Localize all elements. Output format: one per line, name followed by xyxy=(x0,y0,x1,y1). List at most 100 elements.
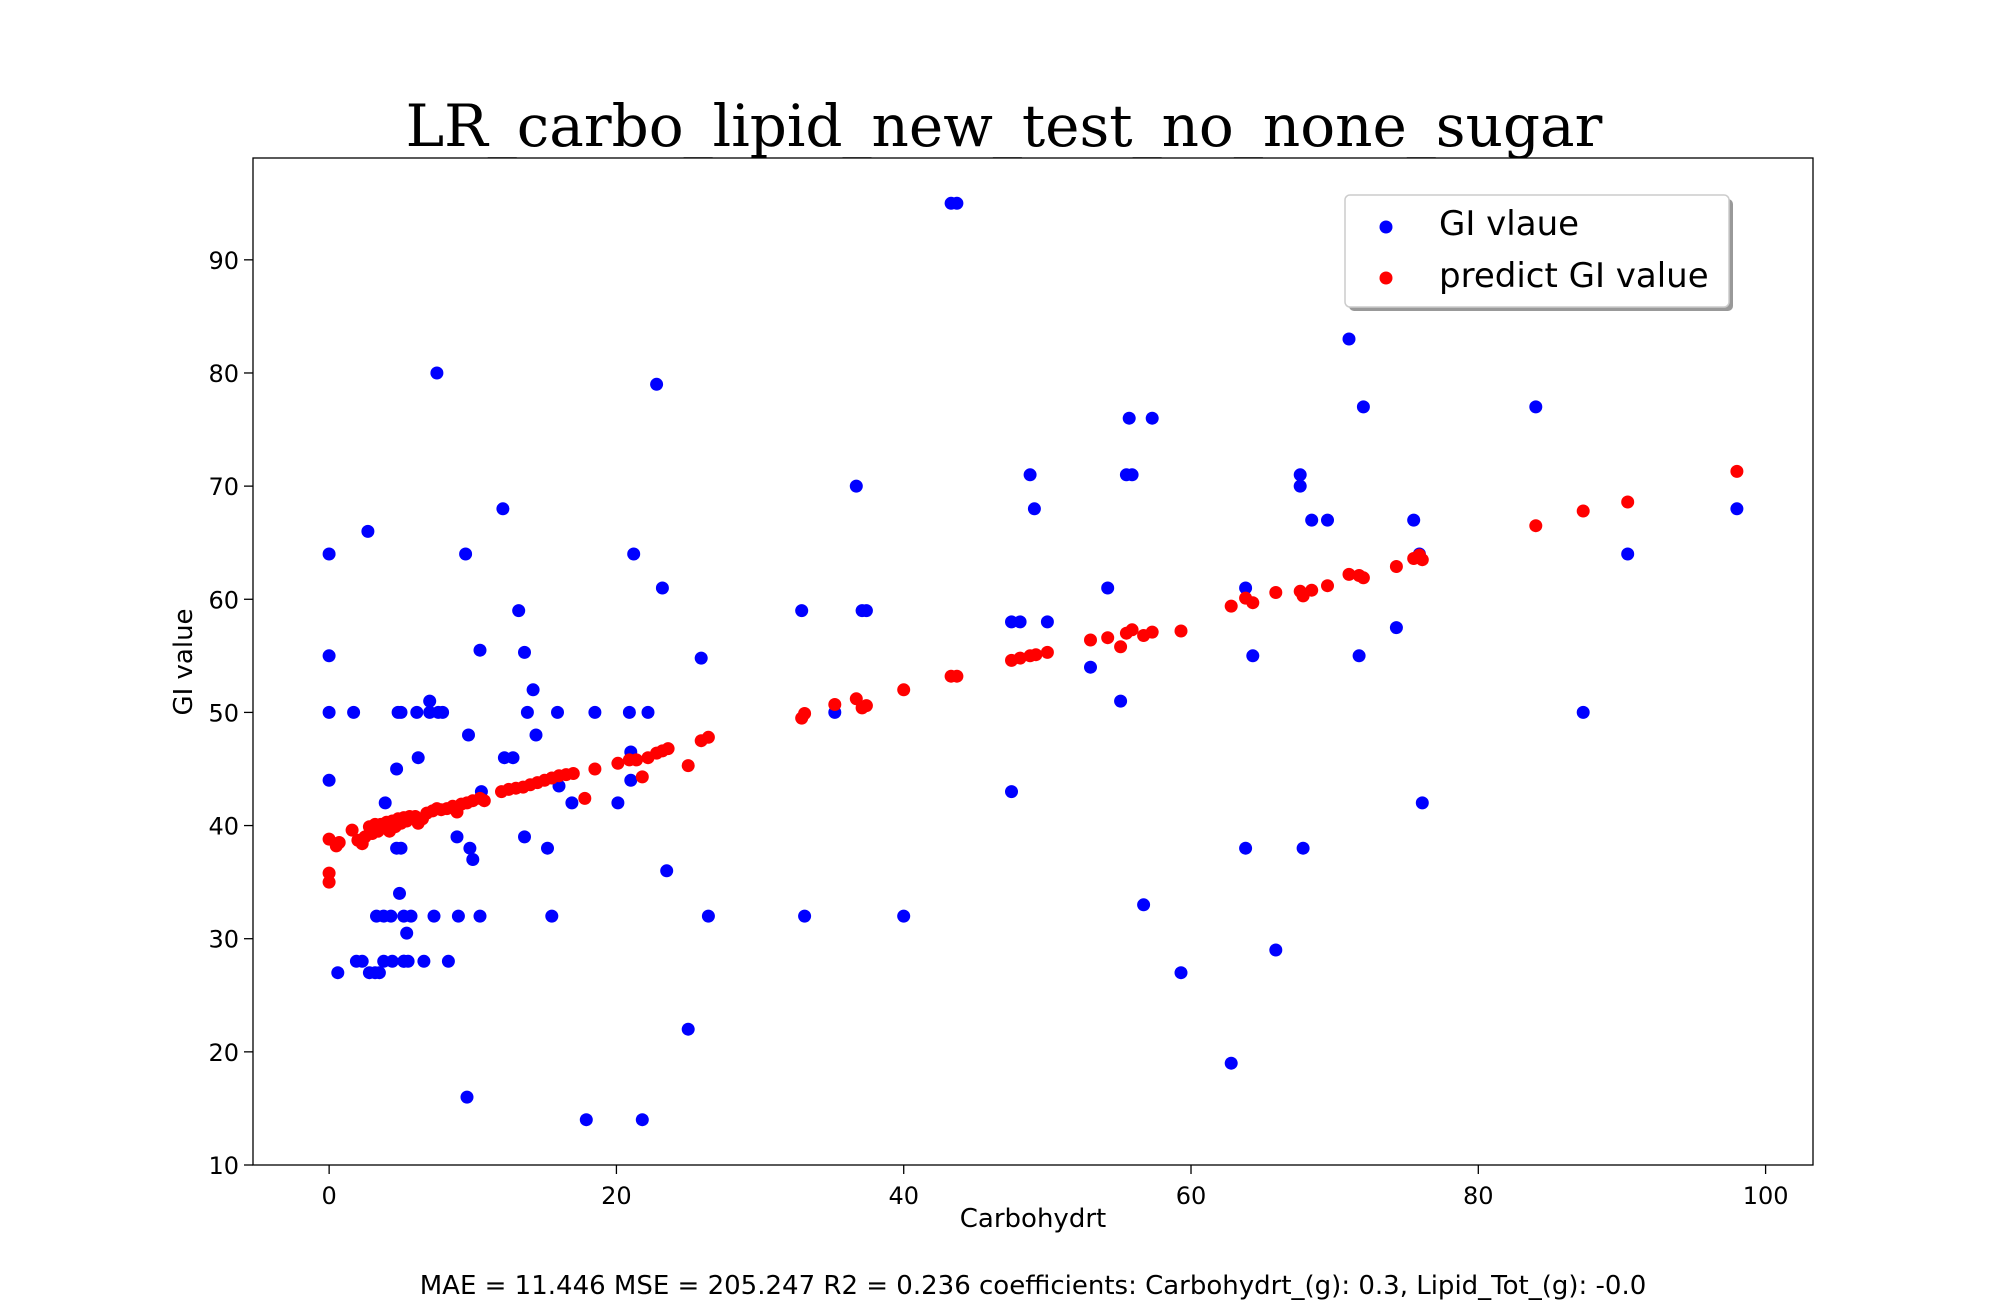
predict-gi-value-point xyxy=(1415,553,1429,567)
gi-value-point xyxy=(393,886,406,900)
predict-gi-value-point xyxy=(1040,645,1054,659)
predict-gi-value-point xyxy=(1576,504,1590,518)
predict-gi-value-point xyxy=(950,669,964,683)
gi-value-point xyxy=(466,853,480,866)
gi-value-point xyxy=(1084,660,1097,674)
gi-value-point xyxy=(1576,705,1590,719)
gi-value-point xyxy=(641,705,655,719)
predict-gi-value-point xyxy=(566,767,580,780)
gi-value-point xyxy=(1023,468,1037,482)
gi-value-point xyxy=(635,1113,649,1127)
gi-value-point xyxy=(1529,400,1543,414)
gi-value-point xyxy=(1027,502,1041,516)
gi-value-point xyxy=(545,909,559,923)
gi-value-point xyxy=(650,377,664,391)
y-tick-label: 90 xyxy=(208,247,239,275)
gi-value-point xyxy=(462,728,475,742)
gi-value-point xyxy=(322,705,336,719)
gi-value-point xyxy=(1137,898,1151,912)
chart-title: LR_carbo_lipid_new_test_no_none_sugar xyxy=(406,92,1603,160)
predict-gi-value-point xyxy=(1013,651,1027,665)
x-axis-label: Carbohydrt xyxy=(960,1204,1106,1234)
gi-value-point xyxy=(411,751,425,765)
legend: GI vlaue predict GI value xyxy=(1344,194,1733,311)
gi-value-point xyxy=(385,954,399,968)
y-tick-label: 30 xyxy=(208,926,239,954)
gi-value-point xyxy=(322,773,336,787)
gi-value-point xyxy=(1293,479,1307,493)
gi-value-point xyxy=(451,909,465,923)
gi-value-point xyxy=(1239,841,1253,855)
predict-gi-value-point xyxy=(1084,633,1097,647)
y-tick-label: 40 xyxy=(208,813,239,841)
predict-gi-value-point xyxy=(859,699,873,713)
gi-value-point xyxy=(473,643,487,657)
gi-value-point xyxy=(384,909,398,923)
gi-value-point xyxy=(1125,468,1139,482)
gi-value-point xyxy=(1005,785,1018,799)
predict-gi-value-point xyxy=(897,683,911,697)
gi-value-point xyxy=(322,547,336,561)
predict-gi-value-point xyxy=(611,756,625,770)
gi-value-point xyxy=(1114,694,1128,708)
gi-value-point xyxy=(1342,332,1356,346)
predict-gi-value-point xyxy=(828,698,842,711)
gi-value-point xyxy=(430,366,444,380)
gi-value-point xyxy=(372,966,386,980)
gi-value-point xyxy=(473,909,487,923)
gi-value-point xyxy=(1389,621,1403,635)
gi-value-point xyxy=(1101,581,1115,595)
gi-value-point xyxy=(681,1022,695,1036)
predict-gi-value-point xyxy=(1174,624,1188,638)
y-tick-label: 10 xyxy=(208,1152,239,1180)
gi-value-point xyxy=(1224,1056,1238,1070)
gi-value-point xyxy=(565,796,579,810)
gi-value-point xyxy=(529,728,543,742)
x-tick-label: 0 xyxy=(321,1182,336,1210)
predict-gi-value-point xyxy=(1246,596,1260,610)
gi-value-point xyxy=(355,954,369,968)
legend-marker-predict-gi-value xyxy=(1379,271,1393,285)
gi-value-point xyxy=(1269,943,1283,957)
gi-value-point xyxy=(459,547,473,561)
gi-value-point xyxy=(1621,547,1635,561)
gi-value-point xyxy=(655,581,669,595)
gi-value-point xyxy=(1174,966,1188,980)
gi-value-point xyxy=(394,841,408,855)
gi-value-point xyxy=(694,651,708,665)
predict-gi-value-point xyxy=(345,823,359,837)
gi-value-point xyxy=(1352,649,1366,663)
predict-gi-value-point xyxy=(1114,640,1128,654)
gi-value-point xyxy=(463,841,477,855)
predict-gi-value-point xyxy=(1621,495,1635,509)
predict-gi-value-point xyxy=(1321,579,1334,593)
gi-value-point xyxy=(1415,796,1429,810)
gi-value-point xyxy=(427,909,441,923)
predict-gi-value-point xyxy=(661,742,675,756)
predict-gi-value-point xyxy=(1342,567,1356,581)
gi-value-point xyxy=(950,196,964,210)
metrics-footnote: MAE = 11.446 MSE = 205.247 R2 = 0.236 co… xyxy=(420,1271,1647,1300)
gi-value-point xyxy=(512,604,526,618)
gi-value-point xyxy=(1239,581,1253,595)
gi-value-point xyxy=(322,649,336,663)
gi-value-point xyxy=(1040,615,1054,629)
gi-value-point xyxy=(361,524,375,538)
x-tick-label: 100 xyxy=(1743,1182,1789,1210)
gi-value-point xyxy=(627,547,641,561)
gi-value-point xyxy=(622,705,636,719)
gi-value-point xyxy=(460,1090,474,1104)
gi-value-point xyxy=(798,909,812,923)
x-axis: 0 20 40 60 80 100 xyxy=(321,1165,1789,1210)
legend-marker-gi-value xyxy=(1379,220,1393,234)
gi-value-point xyxy=(520,705,534,719)
predict-gi-value-point xyxy=(635,770,649,784)
gi-value-point xyxy=(397,954,411,968)
gi-value-point xyxy=(506,751,520,765)
y-axis-label: GI value xyxy=(169,608,199,715)
gi-value-point xyxy=(394,705,408,719)
predict-gi-value-point xyxy=(1730,464,1744,478)
gi-value-point xyxy=(518,645,531,659)
gi-value-point xyxy=(404,909,418,923)
